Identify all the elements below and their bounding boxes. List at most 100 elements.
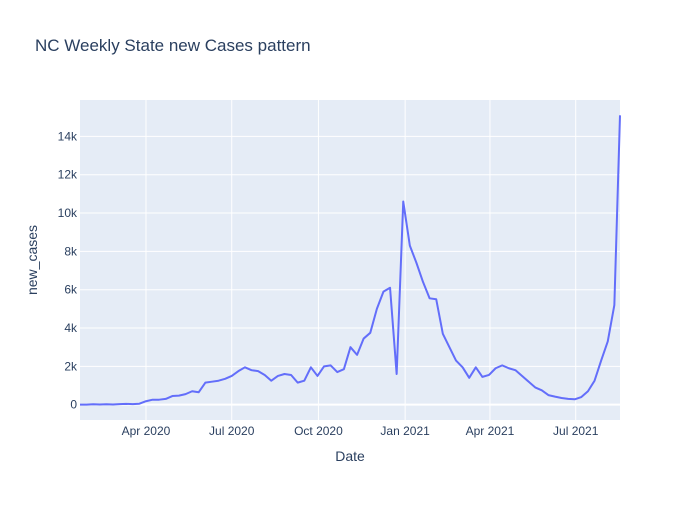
data-point	[289, 373, 293, 377]
data-point	[276, 374, 280, 378]
data-point	[441, 332, 445, 336]
data-point	[296, 381, 300, 385]
data-point	[540, 388, 544, 392]
y-tick-labels: 0 2k 4k 6k 8k 10k 12k 14k	[58, 129, 78, 411]
data-point	[618, 113, 622, 117]
x-tick-labels: Apr 2020 Jul 2020 Oct 2020 Jan 2021 Apr 2021…	[122, 424, 599, 438]
data-point	[388, 286, 392, 290]
data-point	[250, 368, 254, 372]
data-point	[111, 402, 115, 406]
data-point	[137, 402, 141, 406]
data-point	[414, 261, 418, 265]
x-axis-label: Date	[335, 448, 365, 464]
data-point	[104, 402, 108, 406]
data-point	[236, 369, 240, 373]
data-point	[124, 402, 128, 406]
data-point	[256, 369, 260, 373]
data-point	[612, 303, 616, 307]
data-point	[243, 365, 247, 369]
data-point	[85, 403, 89, 407]
x-tick-label: Apr 2020	[122, 424, 171, 438]
x-tick-label: Jul 2020	[209, 424, 255, 438]
data-point	[461, 365, 465, 369]
data-point	[447, 345, 451, 349]
data-point	[309, 365, 313, 369]
data-point	[230, 374, 234, 378]
data-point	[428, 296, 432, 300]
data-point	[507, 366, 511, 370]
data-point	[283, 372, 287, 376]
data-point	[599, 359, 603, 363]
data-point	[355, 353, 359, 357]
data-point	[560, 396, 564, 400]
data-point	[480, 375, 484, 379]
data-point	[98, 402, 102, 406]
data-point	[593, 379, 597, 383]
data-point	[527, 380, 531, 384]
data-point	[302, 379, 306, 383]
y-tick-label: 6k	[64, 283, 78, 297]
data-point	[197, 390, 201, 394]
data-point	[217, 379, 221, 383]
data-point	[170, 394, 174, 398]
x-tick-label: Jan 2021	[380, 424, 430, 438]
y-tick-label: 12k	[58, 168, 78, 182]
y-tick-label: 14k	[58, 129, 78, 143]
data-point	[467, 376, 471, 380]
data-point	[500, 363, 504, 367]
data-point	[566, 397, 570, 401]
data-point	[375, 307, 379, 311]
data-point	[91, 402, 95, 406]
data-point	[335, 370, 339, 374]
data-point	[553, 395, 557, 399]
data-point	[381, 290, 385, 294]
data-point	[487, 373, 491, 377]
y-gridlines	[80, 135, 620, 406]
plot-area	[80, 100, 620, 420]
data-point	[184, 392, 188, 396]
y-tick-label: 0	[70, 398, 77, 412]
data-point	[494, 366, 498, 370]
data-point	[606, 339, 610, 343]
data-point	[315, 374, 319, 378]
data-point	[573, 397, 577, 401]
y-tick-label: 8k	[64, 244, 78, 258]
data-point	[395, 372, 399, 376]
data-point	[520, 374, 524, 378]
data-point	[151, 398, 155, 402]
y-tick-label: 2k	[64, 359, 78, 373]
x-tick-label: Jul 2021	[553, 424, 599, 438]
data-point	[421, 280, 425, 284]
data-point	[586, 389, 590, 393]
data-point	[157, 398, 161, 402]
data-point	[164, 397, 168, 401]
y-tick-label: 4k	[64, 321, 78, 335]
data-point	[474, 365, 478, 369]
data-point	[362, 337, 366, 341]
data-point	[401, 200, 405, 204]
data-point	[263, 373, 267, 377]
data-point	[203, 381, 207, 385]
data-point	[546, 393, 550, 397]
data-point	[579, 395, 583, 399]
data-point	[513, 368, 517, 372]
series-line-new-cases	[80, 115, 621, 406]
data-point	[78, 403, 82, 407]
data-point	[210, 380, 214, 384]
data-point	[118, 402, 122, 406]
data-point	[329, 363, 333, 367]
data-point	[144, 399, 148, 403]
x-tick-label: Apr 2021	[466, 424, 515, 438]
data-point	[342, 367, 346, 371]
y-tick-label: 10k	[58, 206, 78, 220]
data-point	[322, 364, 326, 368]
data-point	[434, 297, 438, 301]
data-point	[368, 331, 372, 335]
data-point	[131, 402, 135, 406]
chart-title: NC Weekly State new Cases pattern	[35, 36, 311, 55]
data-point	[454, 359, 458, 363]
data-point	[348, 345, 352, 349]
data-point	[177, 394, 181, 398]
data-point	[269, 379, 273, 383]
